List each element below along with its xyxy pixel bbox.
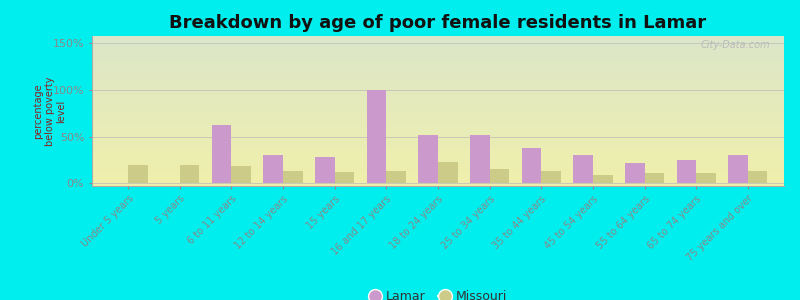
Bar [92, 51, 784, 59]
Bar [92, 58, 784, 66]
Text: City-Data.com: City-Data.com [701, 40, 770, 50]
Bar [283, 171, 302, 183]
Bar [438, 162, 458, 183]
Bar [92, 171, 784, 178]
Bar [645, 173, 664, 183]
Bar [625, 163, 645, 183]
Bar [490, 169, 510, 183]
Bar [92, 148, 784, 156]
Bar [92, 118, 784, 126]
Bar [92, 88, 784, 96]
Bar [92, 111, 784, 118]
Bar [593, 175, 613, 183]
Bar [386, 171, 406, 183]
Bar [677, 160, 696, 183]
Bar [231, 167, 251, 183]
Bar [748, 171, 767, 183]
Bar [92, 81, 784, 88]
Bar [366, 90, 386, 183]
Bar [574, 155, 593, 183]
Bar [92, 66, 784, 74]
Bar [315, 157, 334, 183]
Bar [418, 135, 438, 183]
Bar [728, 155, 748, 183]
Bar [522, 148, 542, 183]
Bar [92, 96, 784, 103]
Bar [334, 172, 354, 183]
Title: Breakdown by age of poor female residents in Lamar: Breakdown by age of poor female resident… [170, 14, 706, 32]
Bar [92, 156, 784, 164]
Bar [92, 36, 784, 44]
Bar [542, 171, 561, 183]
Bar [92, 74, 784, 81]
Bar [212, 124, 231, 183]
Bar [92, 178, 784, 186]
Bar [263, 155, 283, 183]
Bar [128, 165, 148, 183]
Bar [92, 164, 784, 171]
Bar [92, 126, 784, 134]
Bar [92, 44, 784, 51]
Y-axis label: percentage
below poverty
level: percentage below poverty level [34, 76, 66, 146]
Bar [470, 135, 490, 183]
Bar [92, 141, 784, 148]
Bar [696, 173, 716, 183]
Bar [92, 134, 784, 141]
Bar [92, 103, 784, 111]
Legend: Lamar, Missouri: Lamar, Missouri [364, 285, 512, 300]
Bar [180, 165, 199, 183]
